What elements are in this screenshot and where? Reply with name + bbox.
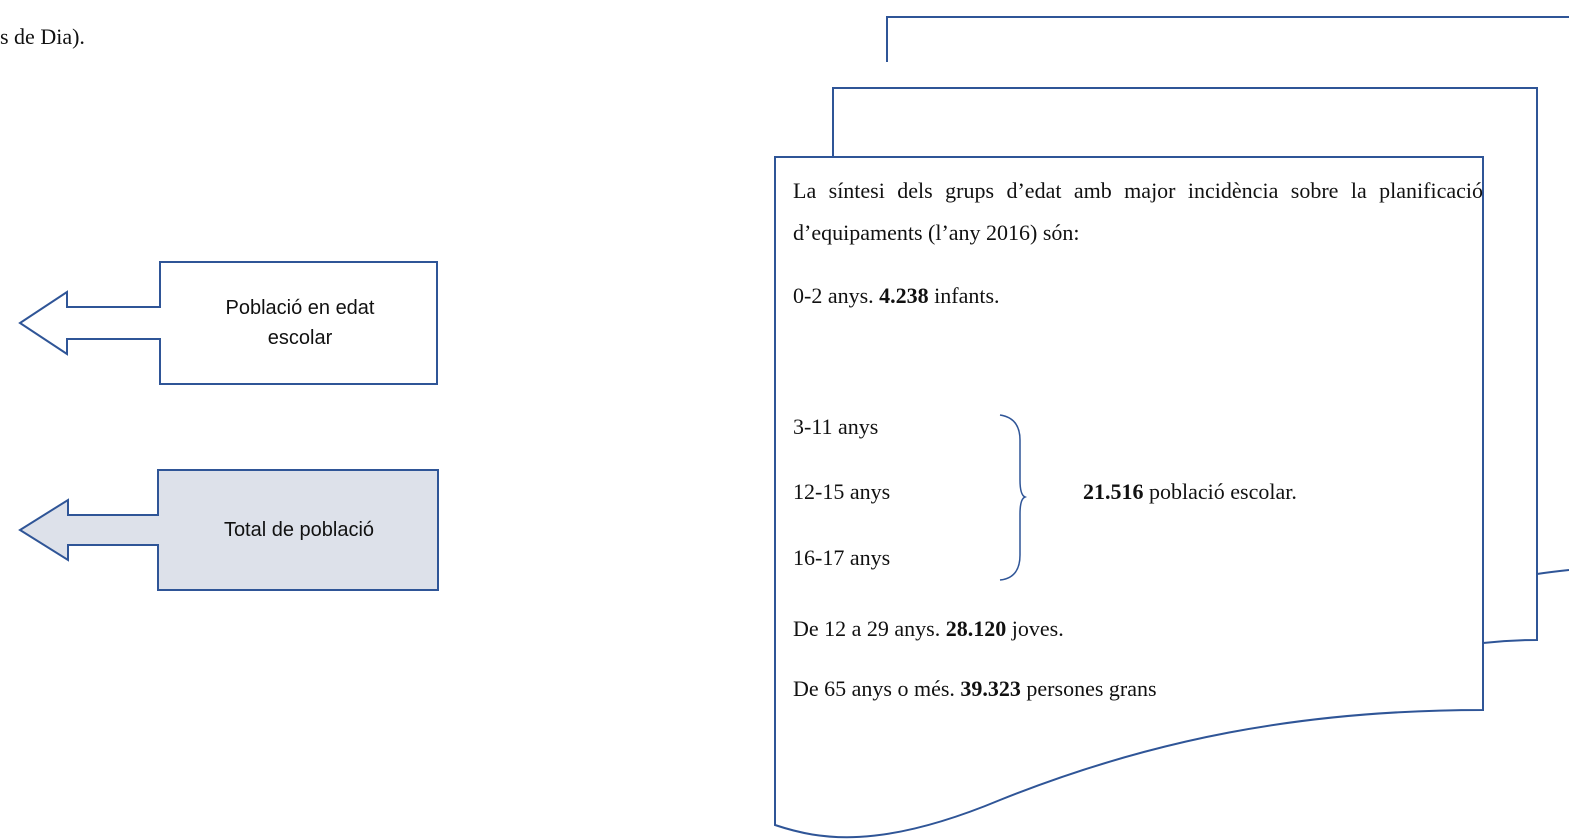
callout-label: Total de població: [223, 518, 375, 541]
back-page: [886, 16, 1569, 62]
text: joves.: [1011, 616, 1064, 641]
intro: La síntesi dels grups d’edat amb major i…: [793, 178, 1483, 245]
arrow-callout: [18, 261, 438, 385]
age: 12-15 anys: [793, 479, 891, 504]
callout-text: Població en edat escolar: [225, 297, 375, 349]
fragment-text: s de Dia).: [0, 24, 85, 49]
text: població escolar.: [1149, 479, 1297, 504]
callout-label: Població en edat escolar: [170, 262, 430, 384]
text: De 12 a 29 anys.: [793, 616, 941, 641]
figure: 21.516: [1083, 479, 1144, 504]
text: De 65 anys o més.: [793, 676, 955, 701]
brace: [999, 414, 1028, 581]
text: 0-2 anys.: [793, 283, 874, 308]
text: persones grans: [1026, 676, 1157, 701]
figure: 28.120: [945, 616, 1007, 641]
age: 3-11 anys: [793, 414, 879, 439]
figure: 4.238: [879, 283, 929, 308]
figure: 39.323: [960, 676, 1021, 701]
line: 21.516 població escolar.: [1083, 479, 1297, 505]
line: De 65 anys o més. 39.323 persones grans: [793, 676, 1157, 702]
back-page-edge: [1536, 569, 1569, 575]
line: De 12 a 29 anys. 28.120 joves.: [793, 616, 1064, 642]
line: 0-2 anys. 4.238 infants.: [793, 283, 1000, 309]
arrow-callout: [18, 469, 439, 591]
front-page: [774, 156, 1484, 839]
age: 16-17 anys: [793, 545, 891, 570]
text: infants.: [934, 283, 1000, 308]
